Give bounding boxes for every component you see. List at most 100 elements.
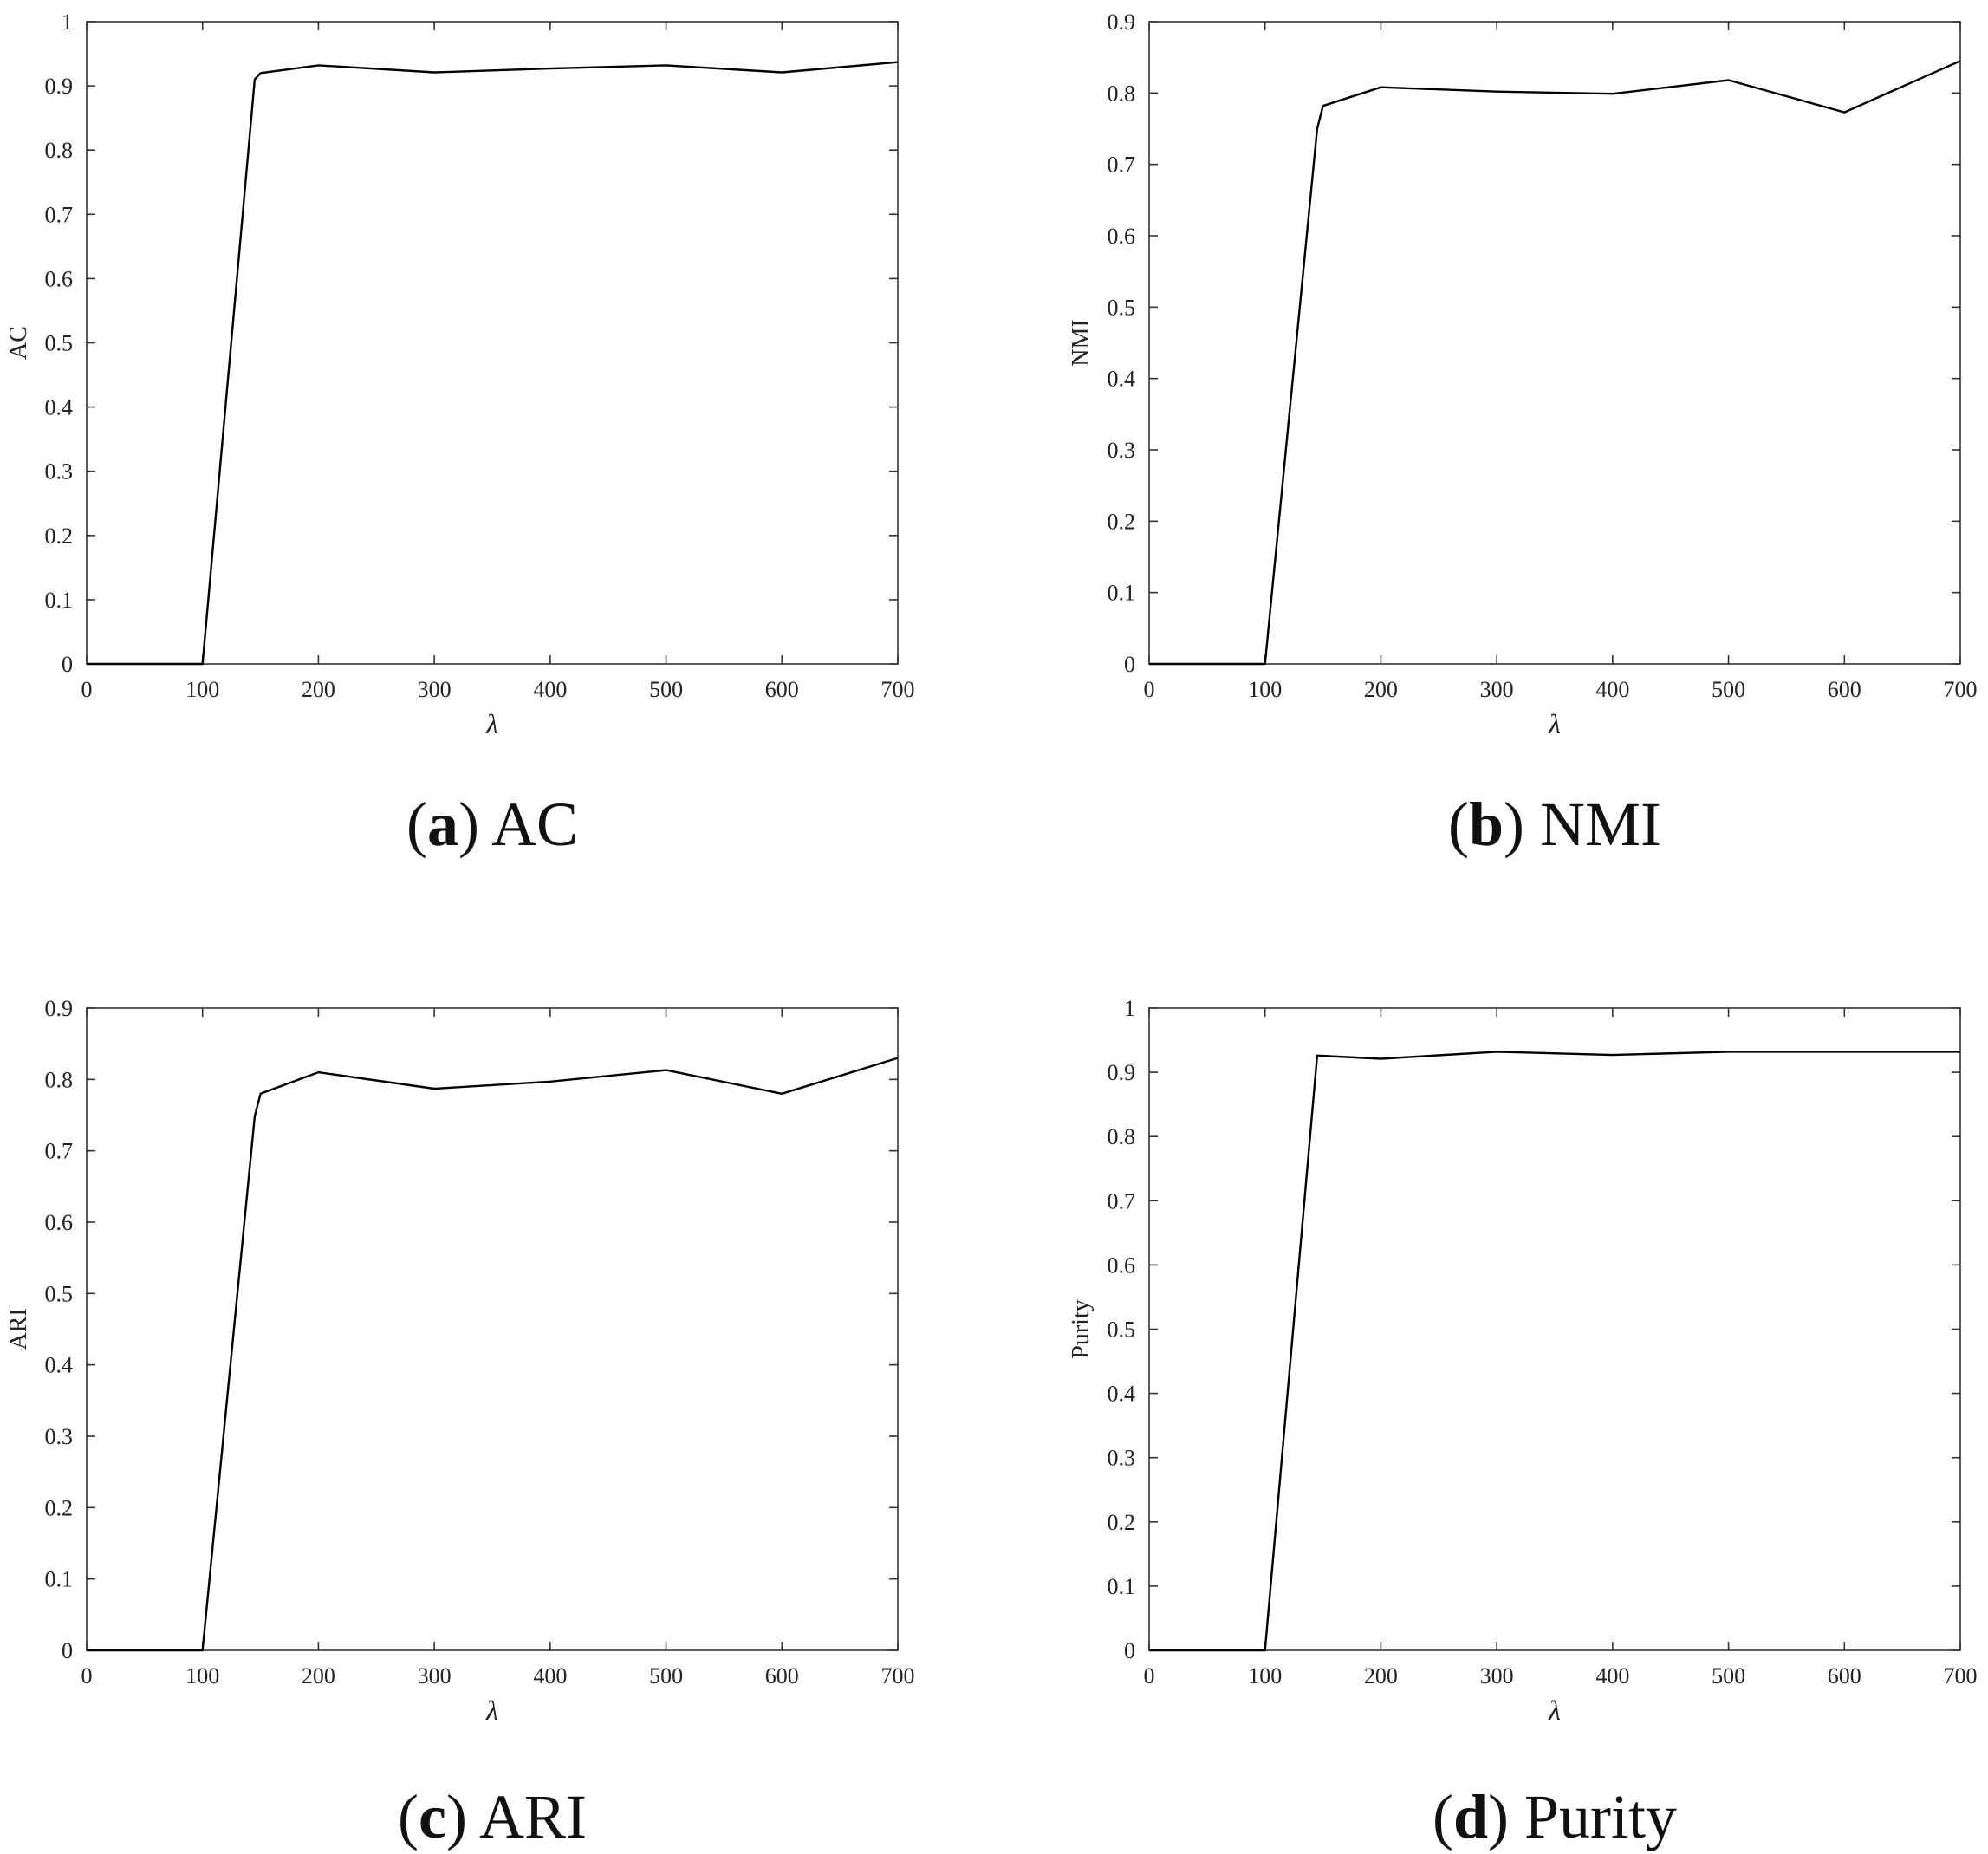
x-axis-label: λ bbox=[485, 708, 498, 739]
y-tick-label: 0.9 bbox=[45, 996, 74, 1021]
x-axis-label: λ bbox=[1548, 708, 1561, 739]
y-tick-label: 0.3 bbox=[45, 1424, 74, 1449]
panel-caption: (d) Purity bbox=[1433, 1782, 1677, 1851]
plot-frame bbox=[86, 1007, 899, 1651]
caption-open-paren: ( bbox=[1448, 790, 1469, 859]
x-tick-label: 500 bbox=[649, 677, 683, 702]
panel-caption: (a) AC bbox=[406, 790, 578, 859]
series-line bbox=[1149, 60, 1961, 666]
caption-open-paren: ( bbox=[406, 790, 427, 859]
y-tick-label: 0.5 bbox=[1108, 1317, 1136, 1343]
y-axis-label: ARI bbox=[5, 1308, 32, 1350]
y-tick-label: 0.7 bbox=[45, 1139, 74, 1164]
x-tick-label: 600 bbox=[765, 1663, 799, 1688]
caption-close-paren: ) bbox=[1488, 1782, 1524, 1851]
x-tick-label: 700 bbox=[1944, 677, 1978, 702]
x-tick-label: 400 bbox=[1595, 1663, 1629, 1688]
y-tick-label: 0.5 bbox=[1108, 295, 1136, 320]
plot-frame bbox=[86, 21, 899, 665]
x-tick-label: 200 bbox=[302, 677, 335, 702]
caption-text: Purity bbox=[1524, 1782, 1677, 1851]
series-line bbox=[1149, 1051, 1960, 1652]
y-tick-label: 0.3 bbox=[45, 459, 74, 485]
x-tick-label: 600 bbox=[765, 677, 799, 702]
y-tick-label: 0.6 bbox=[1108, 1252, 1136, 1278]
y-tick-label: 0.3 bbox=[1108, 1446, 1136, 1471]
y-tick-label: 0.9 bbox=[1108, 10, 1136, 35]
caption-letter: d bbox=[1453, 1782, 1488, 1851]
caption-letter: c bbox=[419, 1782, 446, 1851]
caption-open-paren: ( bbox=[398, 1782, 419, 1851]
x-tick-label: 700 bbox=[1944, 1663, 1978, 1688]
y-tick-label: 0.8 bbox=[1108, 81, 1136, 106]
plot-frame bbox=[1148, 21, 1961, 665]
x-tick-label: 200 bbox=[1364, 1663, 1398, 1688]
x-tick-label: 0 bbox=[81, 1663, 93, 1688]
y-tick-label: 1 bbox=[1124, 996, 1135, 1021]
caption-close-paren: ) bbox=[1504, 790, 1540, 859]
y-tick-label: 0.6 bbox=[45, 1210, 74, 1235]
y-tick-label: 0.9 bbox=[1108, 1060, 1136, 1085]
x-tick-label: 100 bbox=[1248, 677, 1282, 702]
caption-text: NMI bbox=[1540, 790, 1661, 859]
y-tick-label: 0.2 bbox=[1108, 1510, 1136, 1535]
y-axis-label: Purity bbox=[1068, 1299, 1095, 1358]
y-tick-label: 0.9 bbox=[45, 74, 74, 99]
panel-caption: (b) NMI bbox=[1448, 790, 1661, 859]
caption-letter: a bbox=[427, 790, 458, 859]
x-tick-label: 300 bbox=[418, 1663, 452, 1688]
y-tick-label: 0.1 bbox=[45, 1567, 74, 1592]
x-tick-label: 200 bbox=[302, 1663, 335, 1688]
y-axis-label: NMI bbox=[1068, 319, 1095, 366]
chart-panel-d: 0 100 200 300 400 500 600 700 0 0.1 0.2 0.3 0.4 0.5 0.… bbox=[1068, 996, 1978, 1851]
y-tick-label: 0.6 bbox=[45, 266, 74, 291]
x-tick-label: 600 bbox=[1828, 677, 1861, 702]
panel-caption: (c) ARI bbox=[398, 1782, 587, 1851]
x-tick-label: 0 bbox=[1144, 1663, 1155, 1688]
y-tick-label: 0.1 bbox=[1108, 1574, 1136, 1599]
plot-frame bbox=[1148, 1007, 1961, 1651]
caption-open-paren: ( bbox=[1433, 1782, 1453, 1851]
y-axis-label: AC bbox=[5, 326, 32, 360]
x-axis-label: λ bbox=[485, 1695, 498, 1726]
x-tick-label: 100 bbox=[1248, 1663, 1282, 1688]
y-tick-label: 0.4 bbox=[1108, 367, 1136, 392]
chart-panel-b: 0 100 200 300 400 500 600 700 0 0.1 0.2 0.3 0.4 0.5 0.… bbox=[1068, 10, 1978, 859]
x-tick-label: 0 bbox=[81, 677, 93, 702]
y-tick-label: 0.5 bbox=[45, 331, 74, 356]
y-tick-label: 0.2 bbox=[45, 1495, 74, 1520]
y-tick-label: 0.4 bbox=[1108, 1382, 1136, 1407]
x-tick-label: 300 bbox=[1480, 1663, 1514, 1688]
y-tick-label: 1 bbox=[62, 10, 73, 35]
y-tick-label: 0 bbox=[62, 1638, 73, 1663]
y-tick-label: 0.2 bbox=[45, 524, 74, 549]
x-tick-label: 300 bbox=[418, 677, 452, 702]
x-tick-label: 200 bbox=[1364, 677, 1398, 702]
x-tick-label: 500 bbox=[1712, 677, 1745, 702]
caption-close-paren: ) bbox=[446, 1782, 479, 1851]
y-tick-label: 0.7 bbox=[1108, 153, 1136, 178]
y-tick-label: 0 bbox=[1124, 652, 1135, 677]
y-tick-label: 0 bbox=[1124, 1638, 1135, 1663]
y-tick-label: 0.4 bbox=[45, 395, 74, 420]
y-tick-label: 0.3 bbox=[1108, 438, 1136, 463]
y-tick-label: 0.6 bbox=[1108, 224, 1136, 249]
x-tick-label: 700 bbox=[881, 677, 915, 702]
x-tick-label: 0 bbox=[1144, 677, 1155, 702]
series-line bbox=[87, 1057, 899, 1652]
y-tick-label: 0.1 bbox=[1108, 581, 1136, 606]
y-tick-label: 0.7 bbox=[1108, 1188, 1136, 1213]
y-tick-label: 0.7 bbox=[45, 202, 74, 227]
x-tick-label: 500 bbox=[649, 1663, 683, 1688]
y-tick-label: 0 bbox=[62, 652, 73, 677]
x-tick-label: 400 bbox=[1595, 677, 1629, 702]
x-tick-label: 500 bbox=[1712, 1663, 1745, 1688]
x-tick-label: 300 bbox=[1480, 677, 1514, 702]
y-tick-label: 0.5 bbox=[45, 1281, 74, 1306]
y-tick-label: 0.8 bbox=[45, 1067, 74, 1092]
caption-text: ARI bbox=[479, 1782, 587, 1851]
y-tick-label: 0.8 bbox=[1108, 1124, 1136, 1149]
y-tick-label: 0.4 bbox=[45, 1353, 74, 1378]
series-line bbox=[87, 61, 899, 666]
